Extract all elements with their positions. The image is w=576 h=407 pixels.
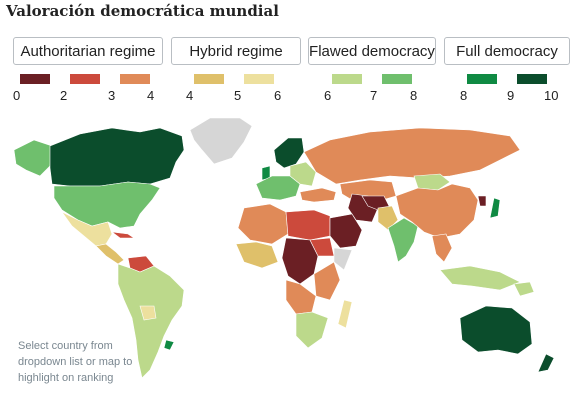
region-india[interactable]: [387, 217, 419, 263]
tick-label: 4: [147, 88, 155, 103]
region-angola[interactable]: [285, 279, 317, 315]
swatch-7-8[interactable]: [382, 74, 412, 84]
region-scandinavia[interactable]: [273, 137, 305, 169]
tick-label: 6: [274, 88, 282, 103]
swatch-3-4[interactable]: [120, 74, 150, 84]
swatch-2-3[interactable]: [70, 74, 100, 84]
authoritarian-regime-button[interactable]: Authoritarian regime: [13, 37, 163, 65]
tick-label: 5: [234, 88, 242, 103]
region-north-africa-east[interactable]: [285, 209, 331, 241]
region-central-america[interactable]: [95, 243, 125, 265]
region-turkey[interactable]: [299, 187, 337, 203]
region-uruguay[interactable]: [163, 339, 175, 351]
swatch-6-7[interactable]: [332, 74, 362, 84]
flawed-democracy-button[interactable]: Flawed democracy: [308, 37, 436, 65]
map-title: Valoración democrática mundial: [6, 2, 279, 20]
region-south-america[interactable]: [117, 263, 185, 379]
region-se-asia[interactable]: [431, 233, 453, 263]
region-indonesia[interactable]: [439, 265, 521, 291]
region-caribbean[interactable]: [110, 231, 135, 239]
region-madagascar[interactable]: [337, 299, 353, 329]
region-new-zealand[interactable]: [537, 353, 555, 373]
swatch-0-2[interactable]: [20, 74, 50, 84]
region-bolivia[interactable]: [139, 305, 157, 321]
region-north-africa-west[interactable]: [237, 203, 289, 245]
region-horn-of-africa[interactable]: [333, 247, 353, 271]
region-saudi-arabia[interactable]: [329, 213, 363, 249]
hybrid-regime-button[interactable]: Hybrid regime: [171, 37, 301, 65]
region-china[interactable]: [395, 183, 479, 239]
map-instructions-note: Select country from dropdown list or map…: [18, 340, 133, 384]
region-canada[interactable]: [49, 127, 185, 187]
full-democracy-button[interactable]: Full democracy: [444, 37, 570, 65]
region-usa[interactable]: [53, 181, 161, 229]
region-mongolia[interactable]: [413, 173, 451, 191]
tick-label: 4: [186, 88, 194, 103]
region-western-europe[interactable]: [255, 175, 301, 201]
swatch-8-9[interactable]: [467, 74, 497, 84]
region-papua[interactable]: [513, 281, 535, 297]
region-alaska[interactable]: [13, 139, 53, 177]
tick-label: 8: [410, 88, 418, 103]
region-japan[interactable]: [489, 197, 501, 219]
region-east-africa[interactable]: [313, 261, 341, 301]
swatch-9-10[interactable]: [517, 74, 547, 84]
region-southern-africa[interactable]: [295, 311, 329, 349]
region-north-korea[interactable]: [477, 195, 487, 207]
region-mexico[interactable]: [61, 211, 113, 247]
region-russia[interactable]: [303, 127, 521, 185]
tick-label: 9: [507, 88, 515, 103]
region-west-africa[interactable]: [235, 241, 279, 269]
tick-label: 0: [13, 88, 21, 103]
tick-label: 8: [460, 88, 468, 103]
tick-label: 10: [544, 88, 559, 103]
region-greenland[interactable]: [189, 117, 253, 165]
swatch-5-6[interactable]: [244, 74, 274, 84]
tick-label: 6: [324, 88, 332, 103]
tick-label: 7: [370, 88, 378, 103]
region-australia[interactable]: [459, 305, 533, 355]
tick-label: 3: [108, 88, 116, 103]
region-eastern-europe[interactable]: [289, 161, 317, 187]
swatch-4-5[interactable]: [194, 74, 224, 84]
world-map[interactable]: [0, 108, 576, 398]
tick-label: 2: [60, 88, 68, 103]
